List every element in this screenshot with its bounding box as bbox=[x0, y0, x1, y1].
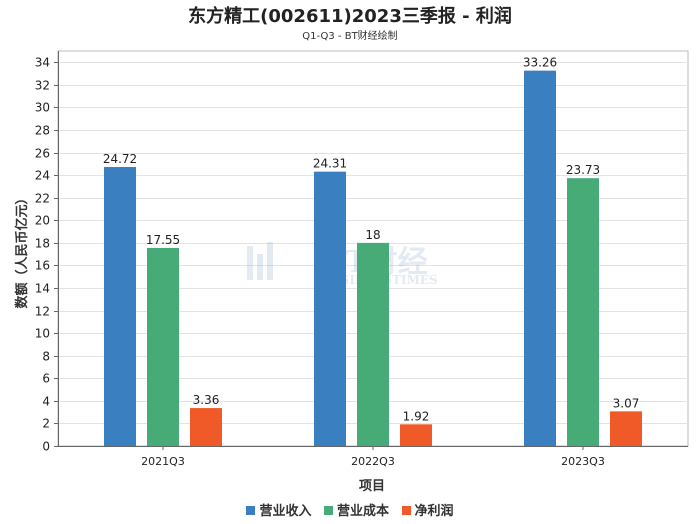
y-tick-label: 0 bbox=[42, 440, 50, 454]
legend-label: 营业成本 bbox=[336, 504, 389, 519]
legend-swatch bbox=[401, 506, 411, 515]
y-tick-label: 30 bbox=[35, 101, 50, 115]
bar bbox=[610, 411, 642, 446]
x-tick-label: 2022Q3 bbox=[351, 455, 395, 468]
bar bbox=[400, 424, 432, 446]
bar bbox=[357, 242, 389, 446]
x-axis: 2021Q3 2022Q3 2023Q3 bbox=[58, 446, 688, 468]
value-labels: 24.72 17.55 3.36 24.31 18 1.92 33.26 23.73 3.07 bbox=[103, 56, 640, 424]
x-tick-label: 2021Q3 bbox=[141, 455, 185, 468]
y-tick-label: 18 bbox=[35, 237, 50, 251]
bar bbox=[104, 167, 136, 446]
bar bbox=[314, 171, 346, 446]
data-label: 23.73 bbox=[566, 163, 600, 177]
data-label: 3.07 bbox=[613, 396, 640, 410]
data-label: 17.55 bbox=[146, 233, 180, 247]
chart-subtitle: Q1-Q3 - BT财经绘制 bbox=[302, 31, 398, 42]
y-tick-label: 20 bbox=[35, 214, 50, 228]
bar bbox=[567, 178, 599, 446]
legend-item-cost: 营业成本 bbox=[323, 500, 389, 519]
bar bbox=[190, 408, 222, 446]
y-tick-label: 26 bbox=[35, 147, 50, 161]
x-axis-label: 项目 bbox=[359, 479, 385, 494]
data-label: 24.72 bbox=[103, 152, 137, 166]
y-tick-label: 4 bbox=[42, 395, 50, 409]
y-tick-label: 28 bbox=[35, 124, 50, 138]
data-label: 24.31 bbox=[313, 157, 347, 171]
bar bbox=[524, 70, 556, 446]
bar bbox=[147, 247, 179, 446]
legend-item-net-profit: 净利润 bbox=[401, 500, 454, 519]
legend-swatch bbox=[323, 506, 333, 515]
legend-label: 净利润 bbox=[414, 504, 454, 519]
data-label: 18 bbox=[365, 228, 380, 242]
y-tick-label: 32 bbox=[35, 79, 50, 93]
y-tick-label: 24 bbox=[35, 169, 50, 183]
watermark-logo-bar bbox=[267, 242, 273, 280]
y-tick-label: 8 bbox=[42, 350, 50, 364]
data-label: 33.26 bbox=[523, 56, 557, 70]
y-tick-label: 10 bbox=[35, 327, 50, 341]
y-axis-label: 数额（人民币亿元） bbox=[14, 191, 30, 308]
watermark-logo-bar bbox=[247, 246, 253, 280]
watermark-logo-bar bbox=[257, 254, 263, 280]
x-tick-label: 2023Q3 bbox=[561, 455, 605, 468]
data-label: 1.92 bbox=[403, 409, 430, 423]
chart-title: 东方精工(002611)2023三季报 - 利润 bbox=[188, 6, 512, 27]
data-label: 3.36 bbox=[193, 393, 220, 407]
legend-item-revenue: 营业收入 bbox=[246, 500, 311, 519]
y-tick-label: 22 bbox=[35, 192, 50, 206]
y-tick-label: 2 bbox=[42, 417, 50, 431]
y-tick-label: 12 bbox=[35, 305, 50, 319]
bars bbox=[104, 70, 642, 446]
y-tick-label: 16 bbox=[35, 259, 50, 273]
legend-swatch bbox=[246, 506, 256, 515]
legend: 营业收入 营业成本 净利润 bbox=[0, 500, 700, 519]
legend-label: 营业收入 bbox=[259, 504, 312, 519]
y-tick-label: 6 bbox=[42, 372, 50, 386]
y-tick-label: 34 bbox=[35, 56, 50, 70]
y-tick-label: 14 bbox=[35, 282, 50, 296]
